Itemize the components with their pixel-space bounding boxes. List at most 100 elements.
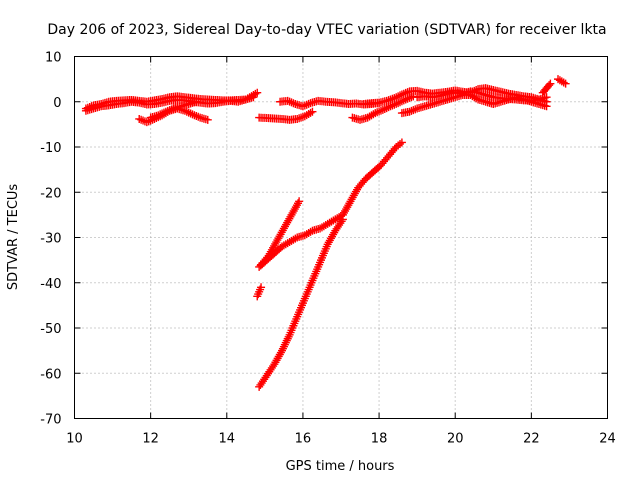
data-point: [194, 112, 203, 121]
x-tick-label: 14: [219, 432, 236, 447]
data-point: [405, 107, 414, 116]
y-tick-label: 10: [45, 51, 62, 66]
data-point: [396, 139, 405, 148]
data-point: [167, 105, 176, 114]
data-point: [294, 199, 303, 208]
data-point: [388, 101, 397, 110]
data-point: [137, 115, 146, 124]
axis-ticks: 10 12 14 16 18 20 22 24 10 0 -10 -20 -30 -40 -50 -60 -70: [40, 51, 616, 447]
data-series: [255, 107, 317, 124]
data-point: [394, 92, 403, 101]
data-point: [295, 197, 304, 206]
data-point: [397, 138, 406, 147]
data-point: [378, 105, 387, 114]
data-point: [403, 88, 412, 97]
grid: [74, 56, 608, 419]
x-tick-label: 22: [523, 432, 540, 447]
data-point: [291, 234, 300, 243]
data-point: [397, 90, 406, 99]
data-point: [542, 102, 551, 111]
data-point: [154, 111, 163, 120]
data-point: [545, 81, 554, 90]
data-point: [253, 88, 262, 97]
data-point: [135, 114, 144, 123]
data-series: [538, 79, 555, 97]
data-point: [399, 89, 408, 98]
data-point: [251, 89, 260, 98]
data-series: [253, 283, 266, 301]
data-point: [156, 110, 165, 119]
data-point: [188, 110, 197, 119]
y-tick-label: -70: [40, 413, 61, 428]
y-tick-label: -40: [40, 277, 61, 292]
data-point: [257, 283, 266, 292]
y-axis-label: SDTVAR / TECUs: [6, 184, 21, 291]
data-point: [384, 103, 393, 112]
x-tick-label: 12: [142, 432, 159, 447]
data-point: [337, 217, 346, 226]
data-point: [304, 99, 313, 108]
data-point: [139, 116, 148, 125]
x-axis-label: GPS time / hours: [286, 459, 395, 474]
x-tick-label: 18: [371, 432, 388, 447]
data-point: [386, 102, 395, 111]
data-series: [146, 97, 201, 122]
data-point: [283, 96, 292, 105]
data-marks: [81, 75, 570, 391]
data-point: [306, 227, 315, 236]
data-point: [542, 93, 551, 102]
data-point: [163, 106, 172, 115]
data-point: [392, 93, 401, 102]
data-point: [369, 110, 378, 119]
data-point: [392, 99, 401, 108]
data-point: [390, 94, 399, 103]
data-point: [192, 112, 201, 121]
data-series: [348, 92, 418, 124]
x-tick-label: 24: [599, 432, 616, 447]
data-point: [287, 98, 296, 107]
data-point: [308, 107, 317, 116]
data-point: [382, 104, 391, 113]
data-point: [376, 106, 385, 115]
data-point: [396, 98, 405, 107]
data-point: [401, 88, 410, 97]
data-point: [289, 99, 298, 108]
data-point: [186, 109, 195, 118]
y-tick-label: -50: [40, 322, 61, 337]
y-tick-label: -20: [40, 186, 61, 201]
data-point: [182, 107, 191, 116]
data-series: [554, 75, 570, 88]
data-point: [375, 107, 384, 116]
data-point: [142, 118, 151, 127]
data-series: [413, 87, 551, 105]
plot-frame: [74, 56, 608, 419]
data-point: [306, 108, 315, 117]
data-point: [302, 100, 311, 109]
data-point: [397, 97, 406, 106]
data-point: [190, 111, 199, 120]
data-point: [300, 101, 309, 110]
data-point: [338, 215, 347, 224]
data-series: [255, 215, 347, 391]
data-point: [394, 99, 403, 108]
data-point: [298, 102, 307, 111]
data-point: [561, 79, 570, 88]
data-point: [371, 109, 380, 118]
data-series: [255, 138, 406, 271]
data-point: [158, 109, 167, 118]
data-point: [396, 91, 405, 100]
y-tick-label: -30: [40, 232, 61, 247]
data-point: [411, 105, 420, 114]
data-point: [380, 104, 389, 113]
data-point: [161, 107, 170, 116]
data-point: [399, 96, 408, 105]
chart-title: Day 206 of 2023, Sidereal Day-to-day VTE…: [47, 22, 606, 38]
data-point: [559, 78, 568, 87]
data-point: [203, 115, 212, 124]
data-point: [409, 106, 418, 115]
x-tick-label: 16: [295, 432, 312, 447]
data-point: [285, 97, 294, 106]
data-point: [192, 97, 201, 106]
data-point: [184, 108, 193, 117]
